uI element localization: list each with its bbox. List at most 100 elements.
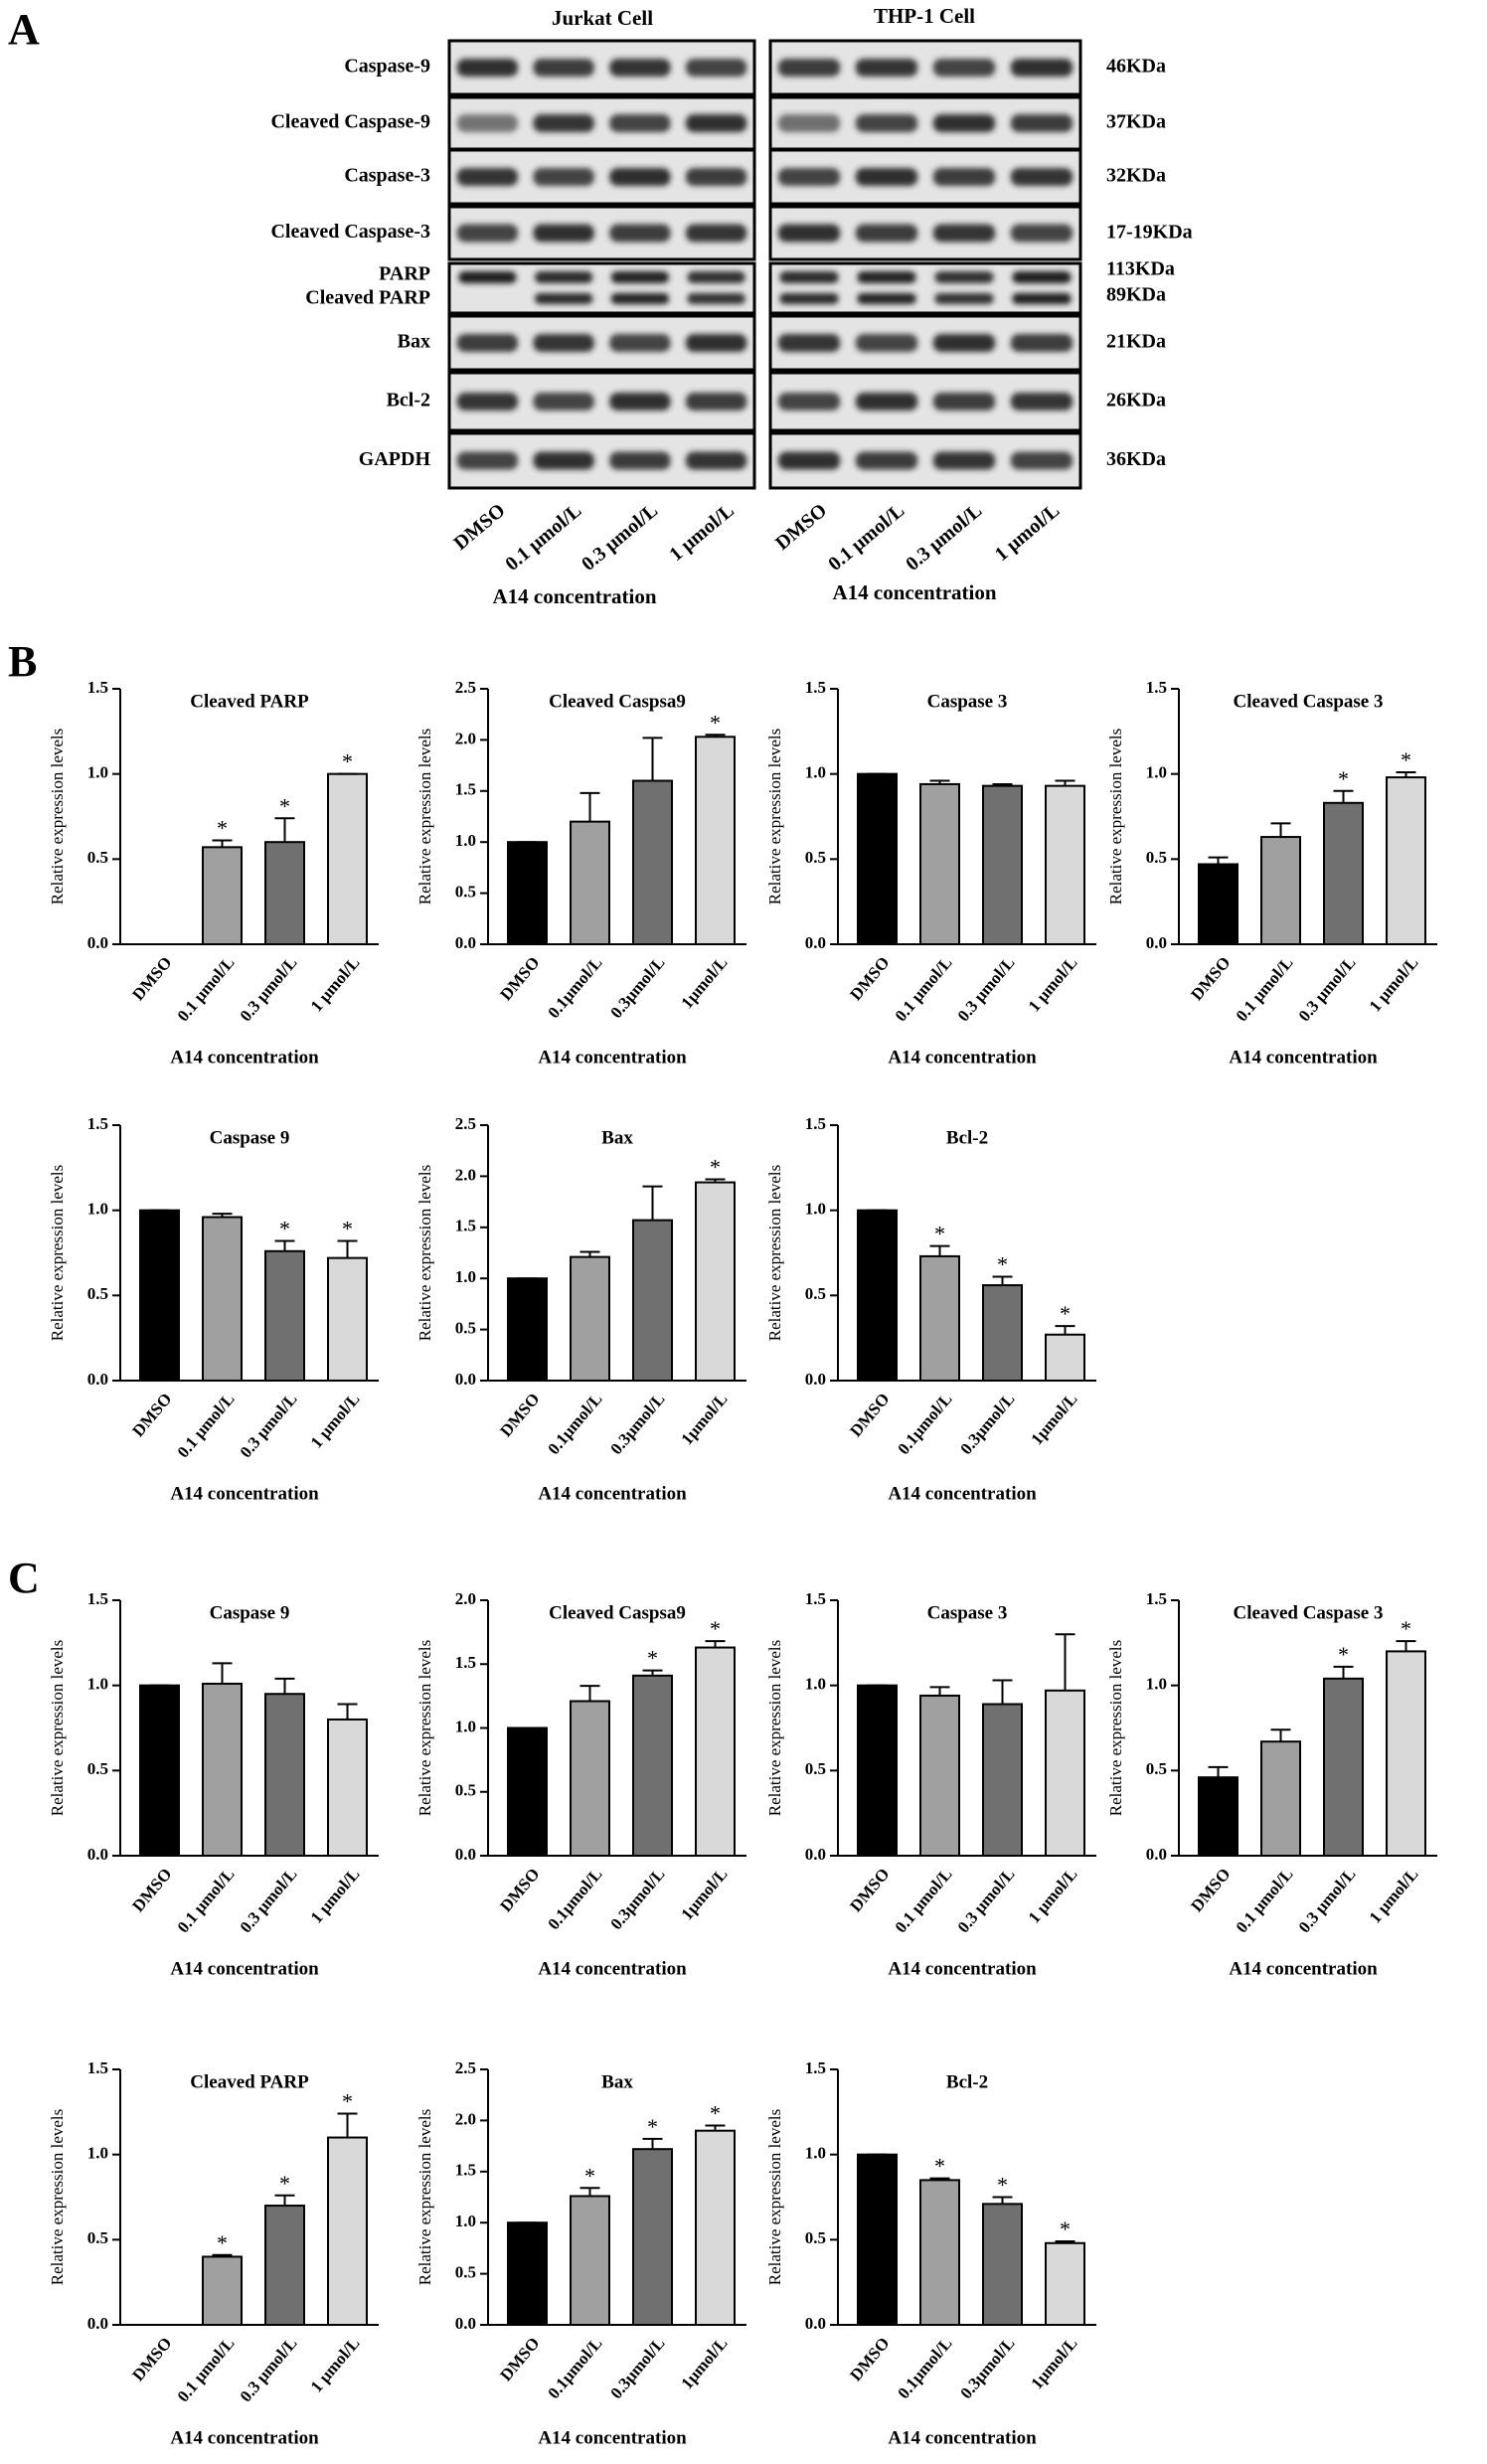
error-bar xyxy=(274,1677,295,1695)
x-tick-label: 1 μmol/L xyxy=(307,1865,364,1927)
bar xyxy=(1260,1740,1301,1857)
y-tick-label: 1.0 xyxy=(805,763,826,782)
y-tick-label: 0.0 xyxy=(805,1370,826,1389)
y-axis-label: Relative expression levels xyxy=(765,1165,784,1342)
x-tick-label: DMSO xyxy=(846,2334,893,2384)
error-bar xyxy=(337,1239,358,1258)
bar xyxy=(202,1682,243,1858)
band xyxy=(609,334,671,352)
y-axis-label: Relative expression levels xyxy=(415,1165,434,1342)
y-tick-label: 0.5 xyxy=(1146,1759,1167,1778)
band xyxy=(1010,451,1074,470)
blot-kda-label: 32KDa xyxy=(1106,165,1166,187)
bar xyxy=(857,772,898,946)
bar xyxy=(982,784,1023,945)
band xyxy=(1010,59,1074,77)
x-axis-label: A14 concentration xyxy=(170,2427,319,2448)
band xyxy=(1012,271,1072,283)
bar xyxy=(632,1219,673,1382)
y-tick-label: 1.5 xyxy=(455,780,476,799)
error-bar xyxy=(1333,1665,1354,1679)
band xyxy=(685,393,747,411)
error-bar xyxy=(1055,2240,1075,2243)
x-tick-label: 0.3 μmol/L xyxy=(953,953,1018,1025)
bar xyxy=(507,1277,548,1382)
bar xyxy=(982,2203,1023,2326)
significance-star: * xyxy=(584,2163,595,2188)
band xyxy=(934,293,994,304)
x-tick-label: 0.1μmol/L xyxy=(544,1390,605,1458)
y-tick-label: 0.0 xyxy=(87,933,108,952)
chart-title: Caspase 3 xyxy=(927,691,1008,712)
lane-label: 0.3 μmol/L xyxy=(902,499,986,575)
error-bar xyxy=(579,791,600,822)
bar xyxy=(1386,1650,1426,1858)
x-tick-label: DMSO xyxy=(128,1390,175,1440)
y-tick-label: 0.0 xyxy=(805,1845,826,1864)
chart-title: Cleaved Caspsa9 xyxy=(549,1602,686,1623)
x-tick-label: 1 μmol/L xyxy=(1366,953,1422,1016)
y-axis-label: Relative expression levels xyxy=(1106,1640,1125,1817)
band xyxy=(777,393,841,411)
chart-title: Bcl-2 xyxy=(946,2071,988,2092)
significance-star: * xyxy=(710,1155,721,1180)
y-tick-label: 1.0 xyxy=(805,2144,826,2163)
y-tick-label: 0.0 xyxy=(87,1845,108,1864)
band xyxy=(777,224,841,243)
y-axis-label: Relative expression levels xyxy=(1106,729,1125,905)
x-tick-label: 0.3μmol/L xyxy=(956,2334,1018,2402)
y-axis-label: Relative expression levels xyxy=(415,729,434,905)
x-axis-label: A14 concentration xyxy=(170,1958,319,1979)
error-bar xyxy=(1208,856,1229,865)
bar xyxy=(507,2221,548,2326)
band xyxy=(855,451,918,470)
x-tick-label: 0.1μmol/L xyxy=(544,953,605,1022)
error-bar xyxy=(929,2177,950,2181)
band xyxy=(932,59,996,77)
x-tick-label: 1μmol/L xyxy=(677,1390,731,1448)
x-tick-label: DMSO xyxy=(128,2334,175,2384)
x-tick-label: 0.3 μmol/L xyxy=(1294,953,1359,1025)
y-tick-label: 0.5 xyxy=(87,2228,108,2247)
band xyxy=(934,271,994,283)
x-tick-label: 1 μmol/L xyxy=(307,2334,364,2396)
x-tick-label: 0.1μmol/L xyxy=(544,2334,605,2402)
y-tick-label: 0.0 xyxy=(455,1370,476,1389)
bar xyxy=(327,2136,368,2327)
bar xyxy=(264,1249,305,1382)
band xyxy=(777,168,841,186)
blot-kda-label: 36KDa xyxy=(1106,448,1166,470)
x-tick-label: DMSO xyxy=(496,953,543,1004)
x-tick-label: 0.1μmol/L xyxy=(544,1865,605,1933)
error-bar xyxy=(992,1679,1013,1705)
band xyxy=(533,451,594,470)
bar xyxy=(1198,863,1239,945)
y-tick-label: 1.0 xyxy=(805,1200,826,1219)
band xyxy=(932,114,996,132)
blot-row-label: Cleaved Caspase-3 xyxy=(270,221,430,243)
band xyxy=(857,293,916,304)
x-tick-label: 0.3μmol/L xyxy=(606,1390,668,1458)
significance-star: * xyxy=(1338,1642,1349,1667)
band xyxy=(609,224,671,243)
band xyxy=(456,334,519,352)
blot-kda-label: 89KDa xyxy=(1106,284,1166,306)
band xyxy=(687,293,745,304)
y-tick-label: 2.0 xyxy=(455,2109,476,2128)
y-tick-label: 1.0 xyxy=(455,2212,476,2230)
y-tick-label: 1.0 xyxy=(455,1267,476,1286)
error-bar xyxy=(929,1244,950,1256)
bar xyxy=(919,1254,960,1382)
y-tick-label: 0.0 xyxy=(455,2314,476,2333)
x-tick-label: 1 μmol/L xyxy=(1025,953,1081,1016)
band xyxy=(932,393,996,411)
band xyxy=(685,224,747,243)
error-bar xyxy=(642,737,663,781)
y-tick-label: 2.0 xyxy=(455,1589,476,1608)
blot-kda-label: 37KDa xyxy=(1106,111,1166,133)
x-tick-label: 0.3 μmol/L xyxy=(236,953,300,1025)
band xyxy=(533,393,594,411)
y-tick-label: 0.0 xyxy=(87,1370,108,1389)
x-tick-label: 0.3μmol/L xyxy=(606,2334,668,2402)
band xyxy=(777,334,841,352)
